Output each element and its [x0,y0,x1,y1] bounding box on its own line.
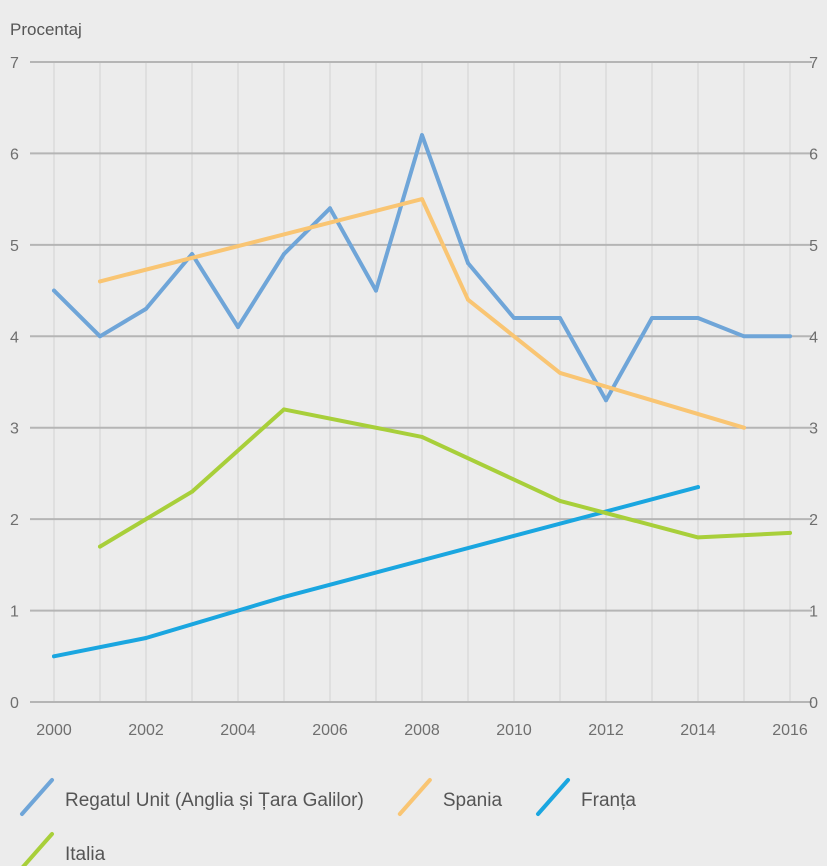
x-tick-label: 2014 [680,722,716,739]
legend-swatch [20,778,54,816]
data-point [420,434,424,439]
y-major-grid [30,61,812,703]
data-point [98,334,102,339]
data-point [52,288,56,293]
y-ticks-left: 0 1 2 3 4 5 6 7 [10,55,19,712]
y-axis-label: Procentaj [10,20,82,39]
data-point [788,334,792,339]
y-tick-label-right: 6 [809,146,818,163]
data-point [558,370,562,375]
data-point [466,297,470,302]
data-point [696,485,700,490]
data-point [420,133,424,138]
legend-swatch [21,832,54,866]
legend-swatch [397,778,432,816]
x-tick-label: 2000 [36,722,72,739]
data-point [190,252,194,256]
legend-label: Italia [65,844,106,865]
legend: Regatul Unit (Anglia și Țara Galilor) Spa… [20,778,636,866]
y-tick-label-right: 4 [809,329,818,346]
data-point [236,325,240,330]
data-point [696,535,700,540]
y-tick-label-left: 1 [10,604,19,621]
x-tick-label: 2008 [404,722,440,739]
x-tick-label: 2006 [312,722,348,739]
data-point [742,425,746,430]
data-point [98,279,102,284]
data-point [328,206,332,211]
data-point [466,261,470,266]
data-point [420,197,424,202]
y-ticks-right: 0 1 2 3 4 5 6 7 [809,55,818,712]
y-tick-label-left: 3 [10,421,19,438]
series-lines [52,133,792,659]
x-tick-label: 2012 [588,722,624,739]
data-point [190,489,194,494]
y-tick-label-left: 4 [10,329,19,346]
data-point [282,252,286,256]
data-point [144,636,148,640]
data-point [282,594,286,599]
y-tick-label-right: 3 [809,421,818,438]
data-point [282,407,286,412]
legend-swatch [536,778,571,816]
x-ticks: 2000 2002 2004 2006 2008 2010 2012 2014 2016 [36,722,808,739]
data-point [512,316,516,320]
data-point [558,498,562,503]
x-tick-label: 2010 [496,722,532,739]
data-point [650,316,654,320]
data-point [52,654,56,659]
legend-label: Franța [581,790,636,811]
data-point [558,316,562,320]
y-tick-label-right: 1 [809,604,818,621]
data-point [604,398,608,403]
data-point [144,306,148,311]
y-tick-label-right: 0 [809,695,818,712]
legend-label: Regatul Unit (Anglia și Țara Galilor) [65,790,364,811]
y-tick-label-right: 2 [809,512,818,529]
x-tick-label: 2004 [220,722,256,739]
x-tick-label: 2016 [772,722,808,739]
x-minor-grid [53,62,791,702]
data-point [742,334,746,339]
data-point [788,530,792,535]
legend-label: Spania [443,790,503,811]
y-tick-label-left: 2 [10,512,19,529]
y-tick-label-right: 5 [809,238,818,255]
data-point [374,288,378,293]
data-point [696,316,700,320]
data-point [98,544,102,549]
y-tick-label-right: 7 [809,55,818,72]
y-tick-label-left: 0 [10,695,19,712]
y-tick-label-left: 5 [10,238,19,255]
x-tick-label: 2002 [128,722,164,739]
series-line-2 [52,485,700,659]
y-tick-label-left: 6 [10,146,19,163]
y-tick-label-left: 7 [10,55,19,72]
